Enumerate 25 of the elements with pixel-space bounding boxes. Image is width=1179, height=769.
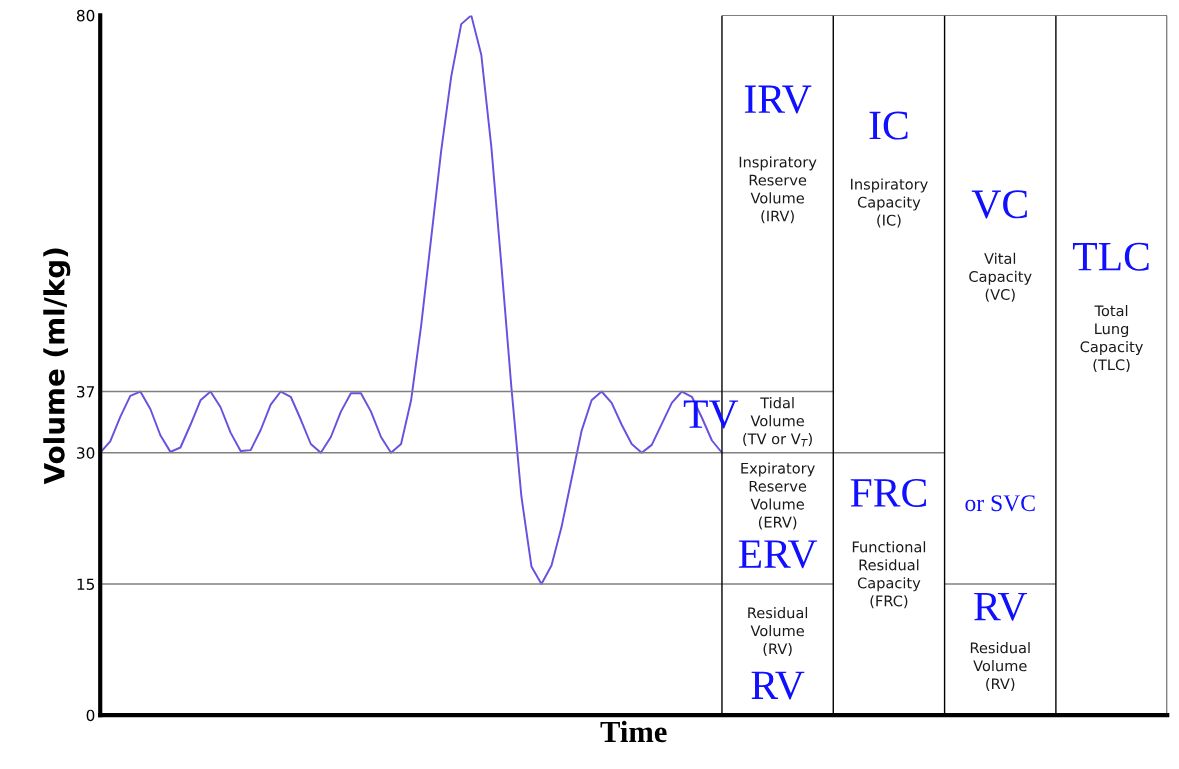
text: Vital Capacity (VC) xyxy=(969,252,1032,302)
text: ERV xyxy=(738,540,818,569)
text: Expiratory Reserve Volume (ERV) xyxy=(741,462,815,530)
text: Tidal Volume (TV or V$_{T}$) xyxy=(743,397,812,447)
text: IC xyxy=(869,111,908,140)
text: Residual Volume (RV) xyxy=(970,642,1030,691)
text: Total Lung Capacity (TLC) xyxy=(1080,304,1143,372)
text: Functional Residual Capacity (FRC) xyxy=(852,541,926,609)
y-tick-label: 15 xyxy=(77,578,95,590)
y-axis-title: Volume (ml/kg) xyxy=(43,248,71,485)
text: VC xyxy=(971,190,1027,219)
text: RV xyxy=(751,671,805,700)
text: Inspiratory Capacity (IC) xyxy=(851,178,928,228)
y-tick-label: 37 xyxy=(77,385,95,398)
text: TLC xyxy=(1072,242,1149,271)
y-tick-label: 30 xyxy=(77,447,95,459)
text: or SVC xyxy=(965,495,1035,512)
text: Residual Volume (RV) xyxy=(748,607,808,657)
y-tick-label: 0 xyxy=(86,709,95,722)
text: RV xyxy=(974,592,1028,621)
y-tick-label: 80 xyxy=(76,9,95,22)
text: IRV xyxy=(744,85,812,114)
x-axis-title: Time xyxy=(600,720,667,743)
text: FRC xyxy=(850,478,927,507)
text: Inspiratory Reserve Volume (IRV) xyxy=(739,156,817,224)
